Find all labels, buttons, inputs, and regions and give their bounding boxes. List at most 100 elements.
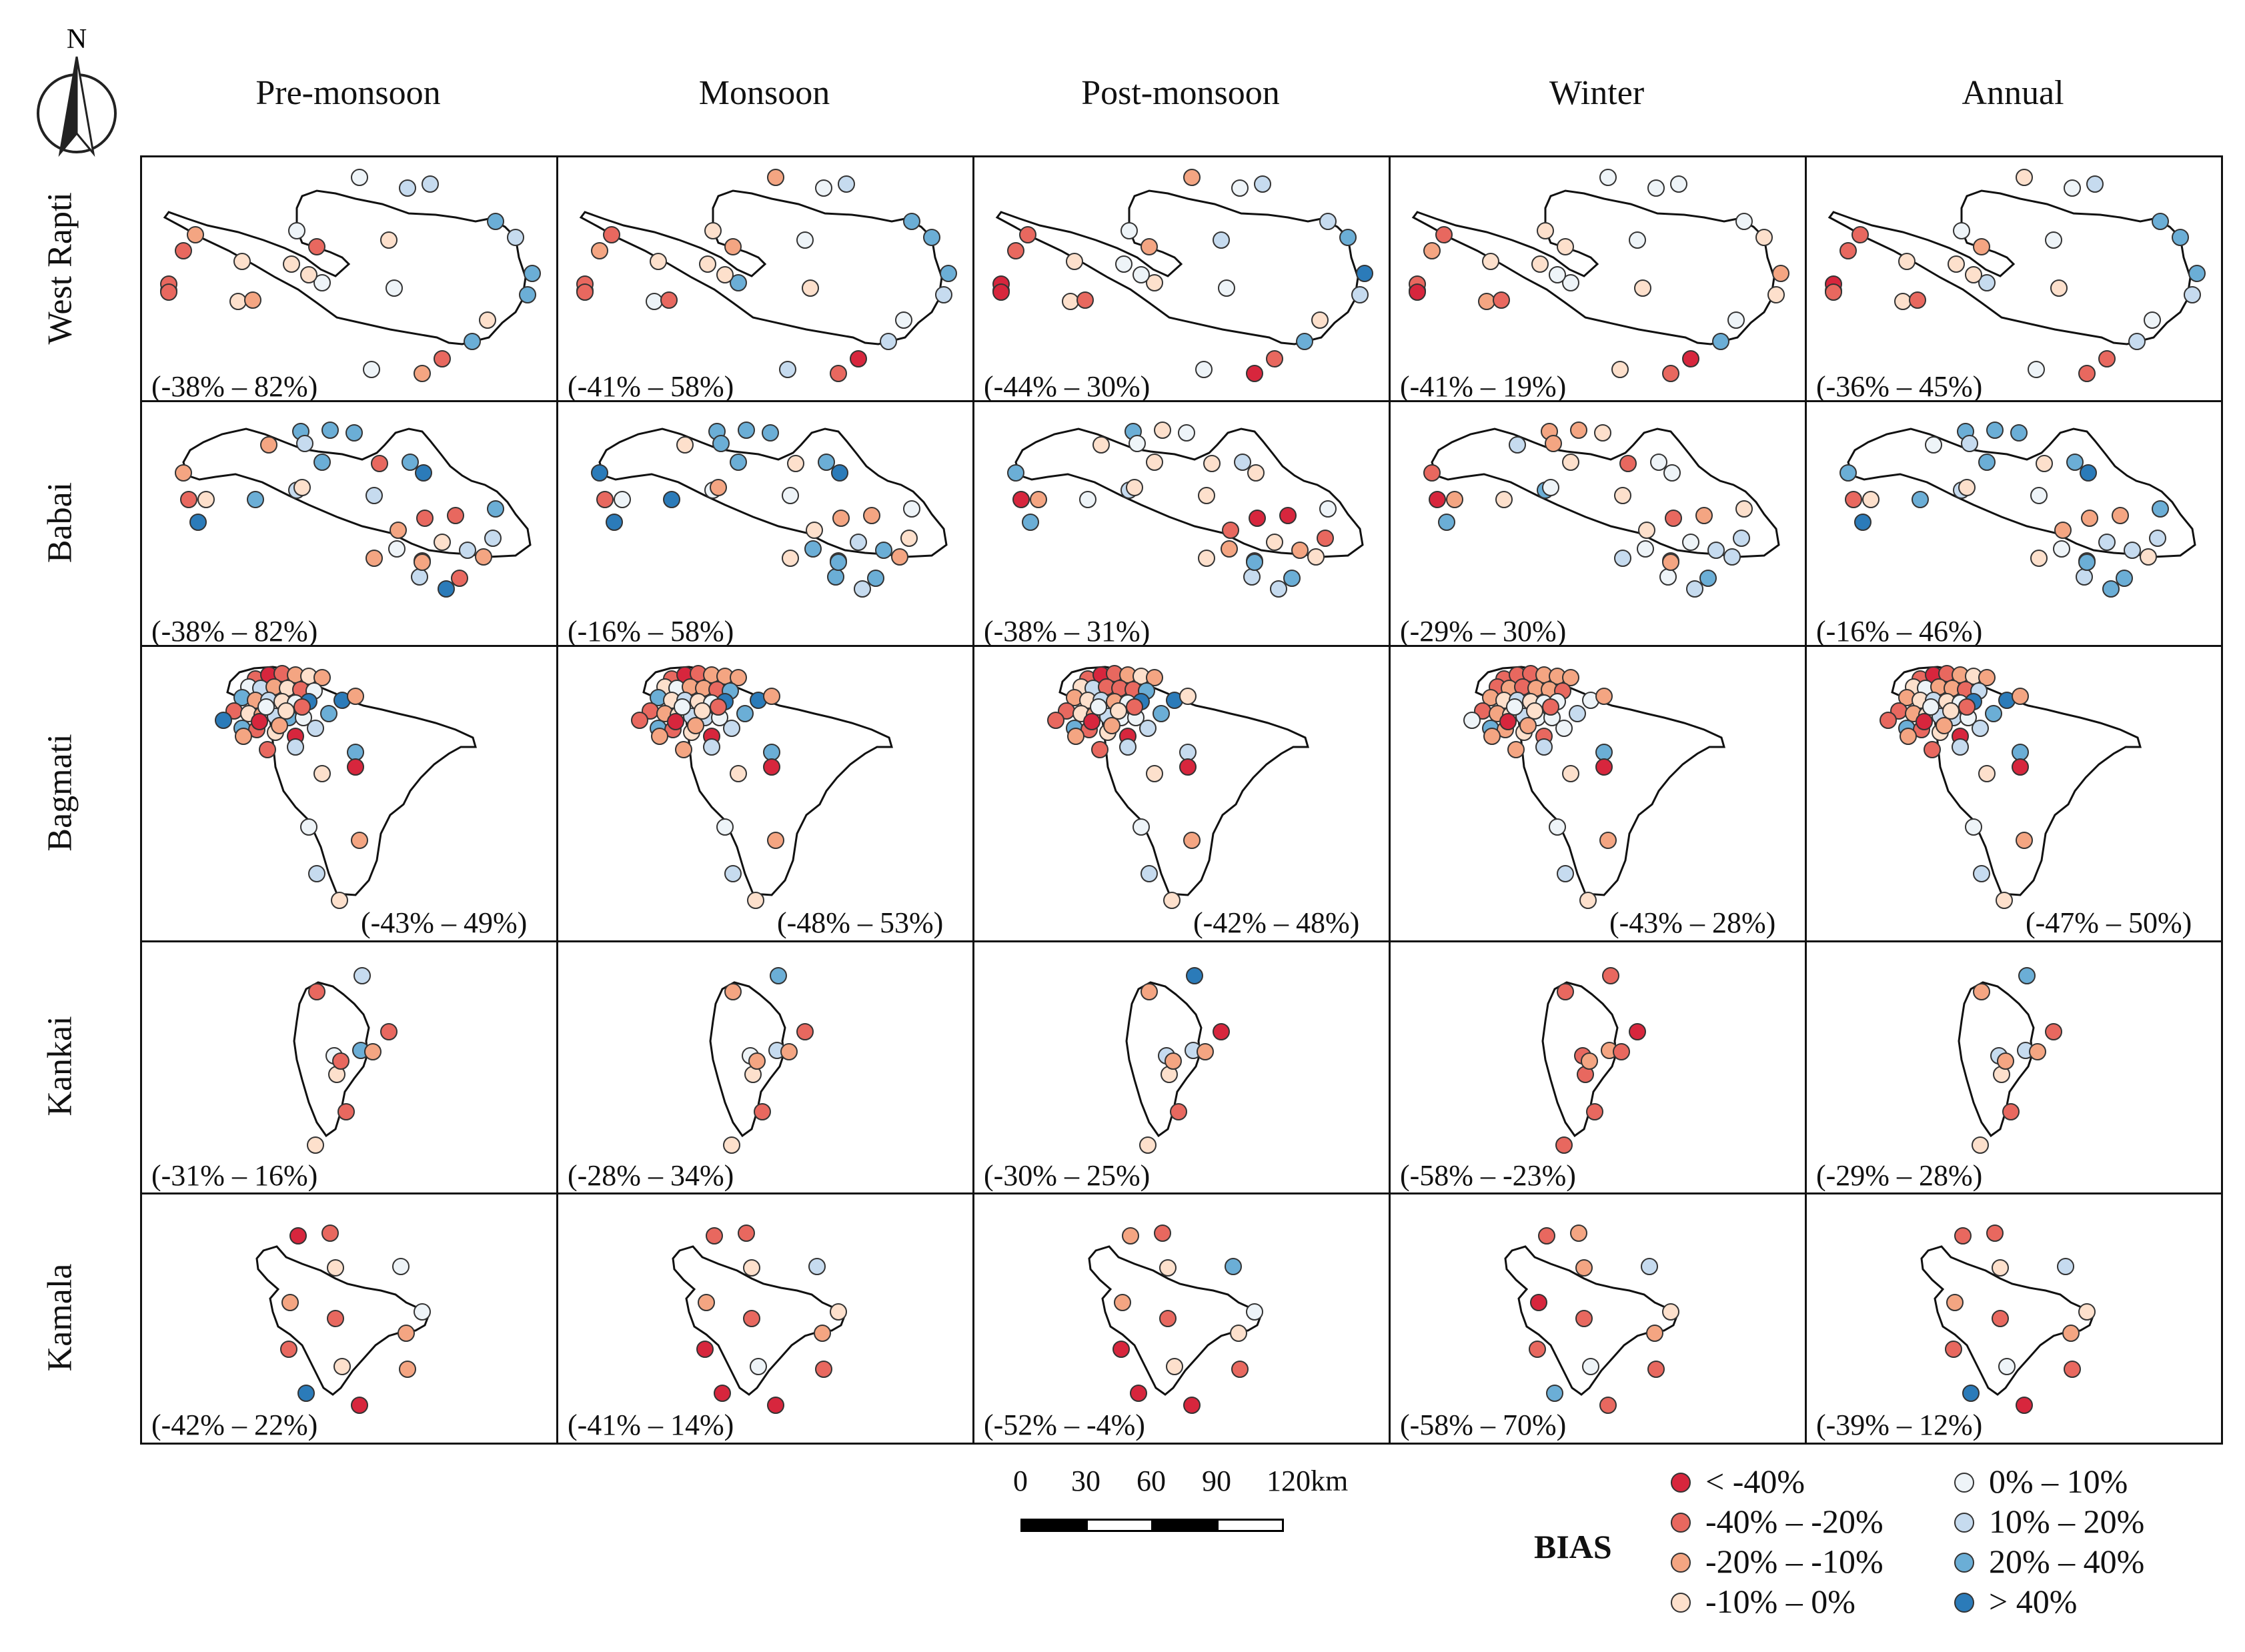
station-marker [1007, 464, 1024, 482]
basin-outline [642, 666, 893, 896]
station-marker [2016, 169, 2033, 186]
station-marker [1225, 1258, 1242, 1275]
column-title-pre-monsoon: Pre-monsoon [255, 74, 441, 112]
station-marker [1283, 570, 1301, 587]
station-marker [447, 507, 464, 524]
station-marker [475, 548, 492, 566]
station-marker [762, 424, 779, 442]
station-marker [1555, 1136, 1573, 1154]
station-marker [1066, 253, 1083, 270]
station-marker [364, 1043, 382, 1060]
station-marker [830, 1303, 847, 1321]
station-marker [796, 231, 814, 249]
station-marker [674, 698, 691, 716]
station-marker [197, 491, 215, 508]
station-marker [723, 1136, 740, 1154]
station-marker [1146, 669, 1163, 686]
basin-map [631, 665, 893, 909]
scale-segment [1151, 1519, 1219, 1532]
station-marker [1249, 510, 1266, 527]
basin-outline [1504, 1245, 1679, 1396]
station-marker [1638, 522, 1655, 539]
row-title-kankai: Kankai [41, 1016, 79, 1116]
station-marker [1438, 514, 1455, 531]
station-marker [748, 1052, 766, 1070]
station-marker [1953, 222, 1970, 239]
station-marker [1221, 540, 1238, 558]
station-marker [1557, 983, 1574, 1000]
row-title-babai: Babai [41, 482, 79, 563]
station-marker [1614, 487, 1631, 504]
station-marker [1141, 865, 1158, 882]
station-marker [1723, 548, 1741, 566]
row-title-west-rapti: West Rapti [41, 191, 79, 344]
legend-swatch [1954, 1552, 1974, 1573]
station-marker [1735, 213, 1753, 230]
station-marker [1495, 491, 1513, 508]
legend-item: -40% – -20% [1671, 1503, 1884, 1540]
station-marker [891, 548, 908, 566]
map-panel: (-42% – 22%) [140, 1192, 558, 1445]
station-marker [277, 702, 295, 720]
basin-map [591, 422, 948, 598]
station-marker [332, 1052, 349, 1070]
legend-item: 10% – 20% [1954, 1503, 2144, 1540]
bias-range-label: (-58% – -23%) [1400, 1159, 1576, 1192]
station-marker [244, 291, 261, 309]
station-marker [1946, 1294, 1964, 1311]
station-marker [1463, 712, 1481, 729]
station-marker [1141, 983, 1158, 1000]
station-marker [1562, 274, 1579, 291]
basin-outline [579, 189, 943, 345]
north-arrow: N [27, 20, 127, 160]
bias-legend: BIAS < -40% -40% – -20% -20% – -10% -10% – … [1534, 1457, 2228, 1631]
station-marker [2036, 455, 2053, 472]
station-marker [524, 265, 541, 282]
station-marker [438, 580, 455, 598]
station-marker [1599, 1397, 1617, 1414]
station-marker [867, 570, 884, 587]
station-marker [1291, 542, 1309, 559]
basin-map [1958, 967, 2062, 1154]
station-marker [1090, 698, 1107, 716]
bias-range-label: (-28% – 34%) [568, 1159, 734, 1192]
bias-range-label: (-38% – 31%) [984, 615, 1151, 648]
station-marker [160, 283, 177, 301]
station-marker [1542, 698, 1559, 716]
station-marker [687, 717, 704, 734]
station-marker [1854, 514, 1872, 531]
station-marker [288, 222, 305, 239]
scale-bar: 0 30 60 90 120 km [1013, 1464, 1387, 1544]
station-marker [1972, 1136, 1989, 1154]
map-panel: (-31% – 16%) [140, 940, 558, 1194]
station-marker [935, 286, 952, 303]
station-marker [1139, 720, 1157, 737]
basin-map [1825, 169, 2206, 382]
station-marker [1179, 744, 1197, 761]
station-marker [603, 226, 620, 243]
station-marker [1965, 266, 1982, 283]
station-marker [327, 1310, 344, 1327]
station-marker [1613, 1043, 1630, 1060]
station-marker [667, 713, 684, 730]
station-marker [411, 568, 428, 586]
station-marker [2152, 213, 2169, 230]
station-marker [724, 238, 742, 255]
station-marker [289, 1227, 307, 1245]
station-marker [1570, 1224, 1587, 1242]
station-marker [1972, 720, 1989, 737]
station-marker [698, 1294, 715, 1311]
map-panel: (-38% – 82%) [140, 400, 558, 648]
station-marker [1945, 1341, 1962, 1358]
station-marker [1530, 1294, 1547, 1311]
station-marker [1110, 702, 1127, 720]
map-panel: (-28% – 34%) [556, 940, 974, 1194]
station-marker [808, 1258, 826, 1275]
station-marker [327, 1259, 344, 1277]
station-marker [2016, 1397, 2033, 1414]
station-marker [1845, 491, 1862, 508]
station-marker [1733, 530, 1750, 547]
basin-outline [598, 428, 948, 558]
station-marker [631, 712, 648, 729]
station-marker [1602, 967, 1619, 984]
